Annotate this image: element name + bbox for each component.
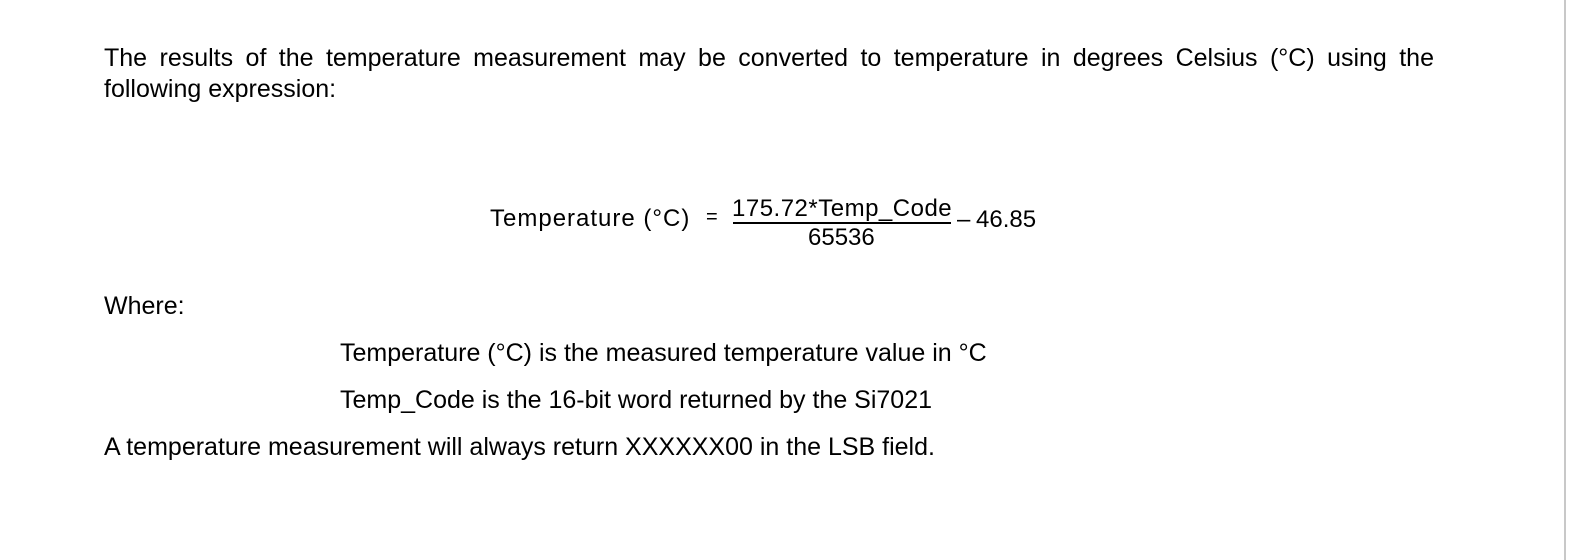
equation-numerator: 175.72*Temp_Code bbox=[732, 195, 953, 222]
intro-paragraph: The results of the temperature measureme… bbox=[104, 44, 1434, 103]
equation-minus-sign: – bbox=[957, 206, 971, 233]
equation-equals-sign: = bbox=[706, 206, 718, 228]
equation-constant: 46.85 bbox=[976, 206, 1037, 233]
definition-temp-code: Temp_Code is the 16-bit word returned by… bbox=[340, 386, 933, 414]
lsb-note: A temperature measurement will always re… bbox=[104, 433, 935, 461]
definition-temperature: Temperature (°C) is the measured tempera… bbox=[340, 339, 987, 367]
fraction-bar bbox=[733, 222, 951, 224]
equation-lhs: Temperature (°C) bbox=[490, 205, 691, 232]
equation-denominator: 65536 bbox=[808, 224, 875, 251]
page-edge-divider bbox=[1564, 0, 1566, 560]
where-label: Where: bbox=[104, 292, 185, 320]
